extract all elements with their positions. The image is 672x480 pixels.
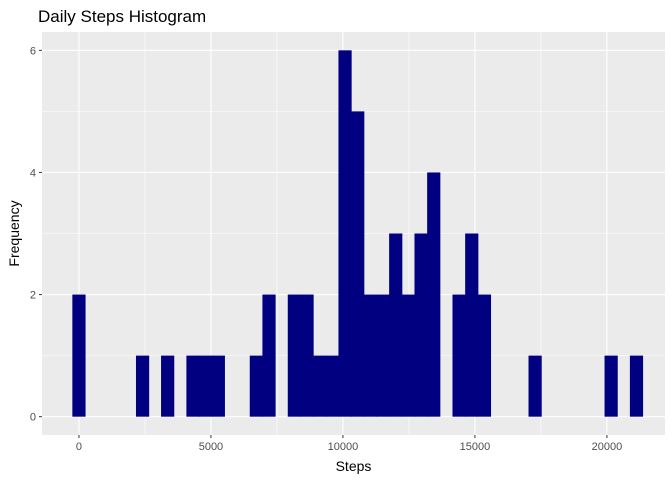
chart-title: Daily Steps Histogram — [38, 7, 206, 26]
histogram-bar — [199, 355, 213, 417]
histogram-bar — [313, 355, 327, 417]
histogram-bar — [376, 294, 390, 417]
y-tick-label: 4 — [30, 167, 36, 179]
histogram-bar — [72, 294, 86, 417]
histogram-bar — [389, 233, 403, 417]
y-tick-label: 2 — [30, 290, 36, 302]
histogram-bar — [427, 172, 441, 417]
x-axis-ticks: 0 5000 10000 15000 20000 — [76, 435, 622, 453]
histogram-bar — [401, 294, 416, 417]
histogram-bar — [452, 294, 466, 417]
histogram-bar — [351, 111, 365, 417]
y-axis-title: Frequency — [6, 200, 22, 266]
x-tick-label: 10000 — [328, 441, 359, 453]
histogram-bar — [604, 355, 618, 417]
histogram-bar — [629, 355, 644, 417]
x-tick-label: 20000 — [592, 441, 623, 453]
x-tick-label: 5000 — [199, 441, 223, 453]
histogram-bar — [528, 355, 542, 417]
histogram-bar — [363, 294, 377, 417]
histogram-bar — [211, 355, 225, 417]
histogram-bar — [262, 294, 276, 417]
histogram-bar — [186, 355, 200, 417]
histogram-bar — [287, 294, 301, 417]
x-axis-title: Steps — [336, 458, 372, 474]
histogram-bars — [72, 50, 644, 417]
histogram-bar — [414, 233, 428, 417]
y-tick-label: 0 — [30, 412, 36, 424]
histogram-bar — [477, 294, 492, 417]
histogram-bar — [300, 294, 314, 417]
histogram-bar — [249, 355, 263, 417]
histogram-bar — [161, 355, 175, 417]
histogram-bar — [465, 233, 479, 417]
histogram-bar — [135, 355, 150, 417]
histogram-bar — [338, 50, 352, 417]
y-axis-ticks: 0 2 4 6 — [30, 45, 42, 424]
y-tick-label: 6 — [30, 45, 36, 57]
x-tick-label: 15000 — [460, 441, 491, 453]
x-tick-label: 0 — [76, 441, 82, 453]
histogram-bar — [325, 355, 339, 417]
